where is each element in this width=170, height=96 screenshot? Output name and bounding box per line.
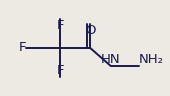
Text: F: F [57, 64, 64, 77]
Text: O: O [85, 24, 96, 37]
Text: F: F [57, 19, 64, 32]
Text: NH₂: NH₂ [139, 53, 164, 66]
Text: HN: HN [101, 53, 121, 66]
Text: F: F [18, 41, 26, 55]
